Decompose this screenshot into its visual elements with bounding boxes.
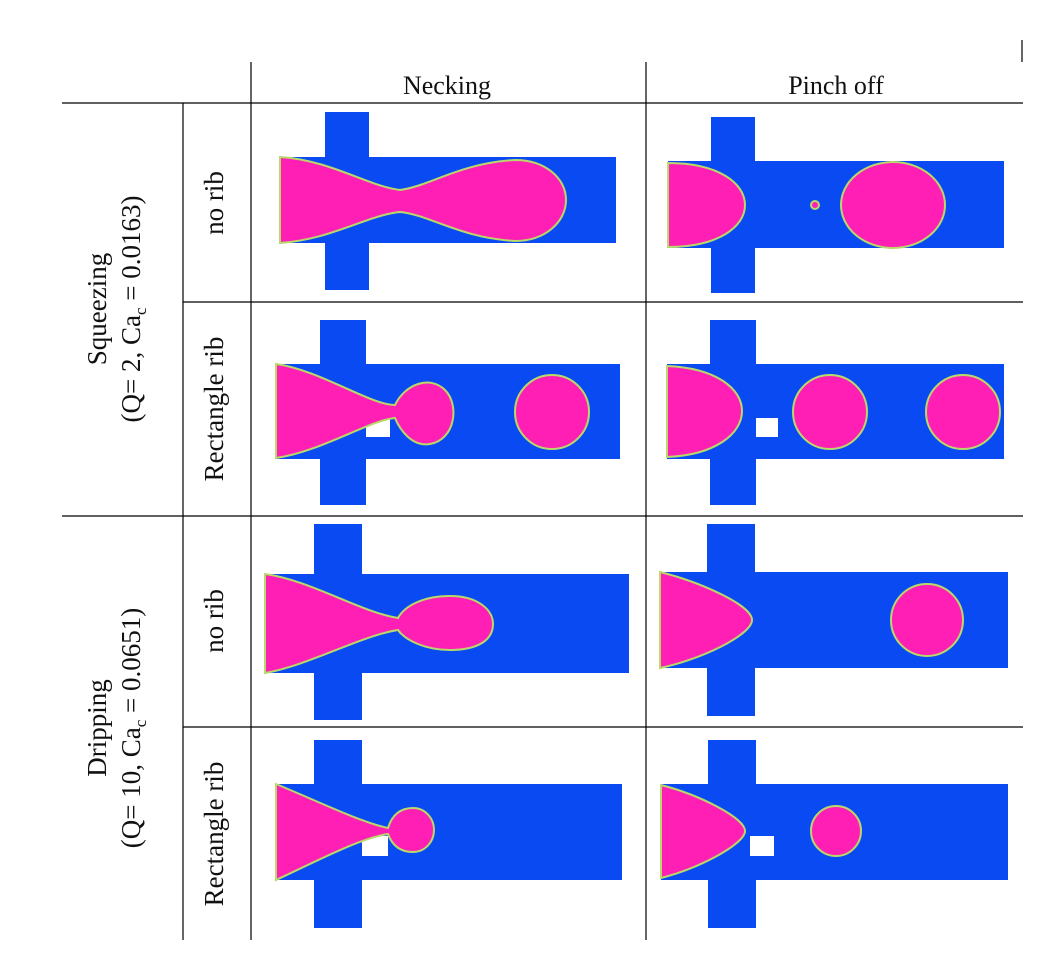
dripping-params: (Q= 10, Cac = 0.0651) <box>116 608 150 848</box>
panel-squeezing-norib-necking <box>279 112 616 290</box>
droplet-necking <box>264 572 495 675</box>
droplet-necking <box>275 782 436 882</box>
rib-gap-fill <box>750 808 774 836</box>
squeezing-params: (Q= 2, Cac = 0.0163) <box>116 196 150 423</box>
panel-dripping-norib-necking <box>264 524 629 720</box>
detached-droplet <box>840 161 946 249</box>
detached-droplet <box>514 374 590 450</box>
row-label-rectangle-rib-1: Rectangle rib <box>199 337 229 482</box>
detached-droplet-1 <box>792 374 868 450</box>
detached-droplet-2 <box>925 374 1001 450</box>
panel-squeezing-rib-necking <box>275 320 620 505</box>
label-dripping: Dripping (Q= 10, Cac = 0.0651) <box>82 608 150 848</box>
droplet-remaining <box>667 161 747 249</box>
panel-dripping-rib-necking <box>275 740 622 928</box>
panel-dripping-norib-pinchoff <box>659 524 1008 716</box>
row-label-no-rib-1: no rib <box>199 171 229 235</box>
detached-droplet <box>890 583 964 657</box>
header-pinch-off: Pinch off <box>788 71 884 100</box>
row-label-no-rib-2: no rib <box>199 589 229 653</box>
detached-droplet <box>810 805 862 857</box>
droplet-necking <box>279 155 568 245</box>
row-label-rectangle-rib-2: Rectangle rib <box>199 762 229 907</box>
table-grid <box>62 40 1023 940</box>
dripping-name: Dripping <box>82 679 112 777</box>
label-squeezing: Squeezing (Q= 2, Cac = 0.0163) <box>82 196 150 423</box>
header-necking: Necking <box>403 71 491 100</box>
rib-gap-fill <box>756 390 780 418</box>
droplet-remaining <box>666 364 744 459</box>
channel-outlet <box>774 784 1008 880</box>
panel-squeezing-norib-pinchoff <box>667 117 1004 293</box>
squeezing-name: Squeezing <box>82 253 112 365</box>
droplet-necking <box>275 362 455 460</box>
satellite-droplet <box>810 200 820 210</box>
droplet-remaining <box>660 783 747 880</box>
panel-squeezing-rib-pinchoff <box>666 320 1004 505</box>
panel-dripping-rib-pinchoff <box>660 740 1008 928</box>
droplet-remaining <box>659 570 754 670</box>
